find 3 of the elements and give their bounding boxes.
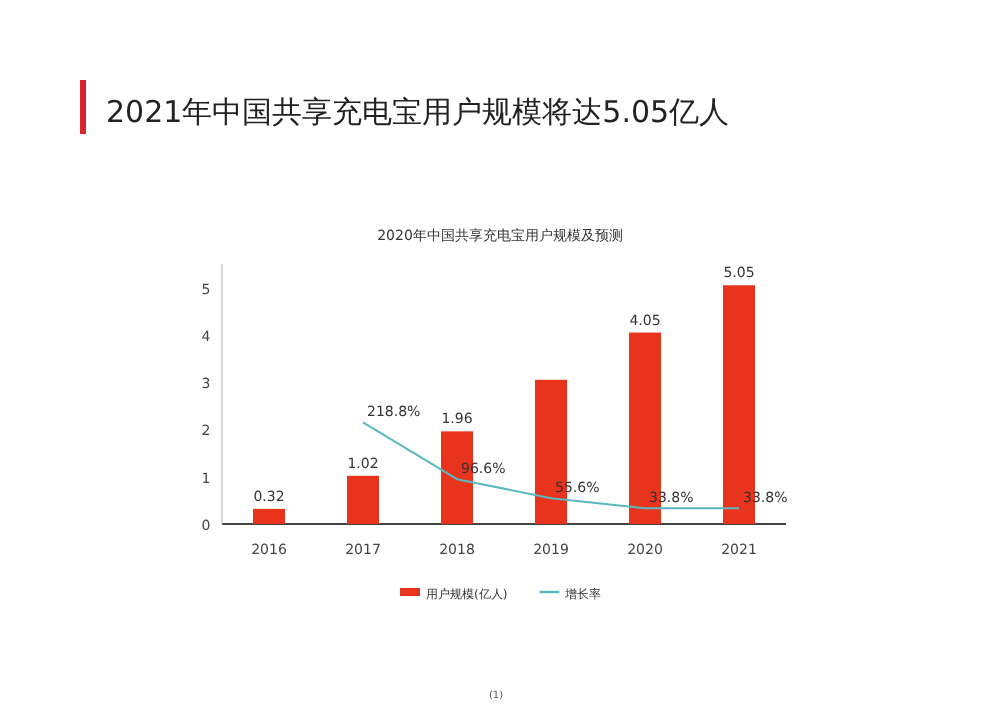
chart-title: 2021年中国共享充电宝用户规模将达5.05亿人 (106, 94, 730, 130)
bar (347, 475, 379, 524)
bar (253, 508, 285, 524)
